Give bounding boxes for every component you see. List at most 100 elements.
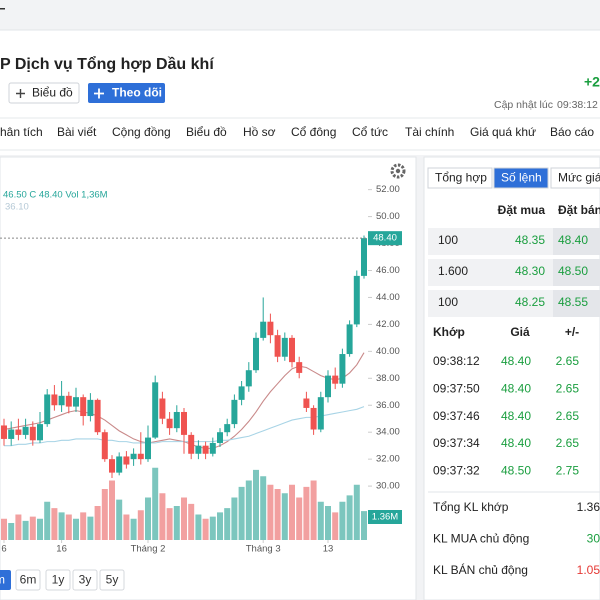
y-tick-label: 52.00 xyxy=(376,184,400,195)
candle-body xyxy=(267,321,274,336)
range-button[interactable] xyxy=(45,569,71,591)
volume-bar xyxy=(87,516,94,540)
trade-time: 09:37:50 xyxy=(433,381,480,395)
candle-body xyxy=(22,426,29,435)
trade-price: 48.40 xyxy=(501,436,531,450)
range-label[interactable]: m xyxy=(0,573,5,587)
range-button[interactable] xyxy=(15,569,41,591)
range-button[interactable] xyxy=(72,569,98,591)
ask-price: 48.50 xyxy=(558,264,588,278)
price-tag xyxy=(368,231,402,246)
candle-body xyxy=(51,394,58,406)
plus-icon[interactable] xyxy=(16,89,25,98)
nav-tab[interactable]: Giá quá khứ xyxy=(470,125,536,139)
volume-bar xyxy=(173,506,180,540)
ask-bg xyxy=(553,290,600,317)
candle-body xyxy=(353,275,360,325)
volume-bar xyxy=(1,518,7,540)
tab[interactable] xyxy=(493,167,549,189)
y-tick-label: 50.00 xyxy=(376,211,400,222)
nav-tab[interactable]: Hồ sơ xyxy=(243,125,276,139)
column-header: Khớp xyxy=(433,325,465,339)
volume-bar xyxy=(317,501,324,540)
bid-price: 48.25 xyxy=(515,295,545,309)
volume-bar xyxy=(65,514,72,540)
volume-bar xyxy=(217,512,223,540)
update-label: Cập nhật lúc xyxy=(494,99,553,111)
candle-body xyxy=(109,459,115,473)
range-button[interactable] xyxy=(99,569,125,591)
trade-price: 48.40 xyxy=(501,381,531,395)
candle-body xyxy=(1,425,7,439)
nav-tab[interactable]: Biểu đồ xyxy=(186,125,227,139)
summary-value: 30 xyxy=(587,532,600,546)
volume-bar xyxy=(166,508,173,540)
tab-label[interactable]: Tổng hợp xyxy=(435,171,487,185)
nav-tab[interactable]: hân tích xyxy=(0,125,43,139)
volume-bar xyxy=(209,516,216,540)
range-label[interactable]: 5y xyxy=(106,573,119,587)
volume-bar xyxy=(145,497,151,540)
range-label[interactable]: 6m xyxy=(20,573,37,587)
volume-bar xyxy=(195,514,202,540)
ohlc-info: 46.50 C 48.40 Vol 1,36M xyxy=(3,190,108,201)
column-header: +/- xyxy=(565,325,579,339)
candle-body xyxy=(8,429,15,439)
volume-bar xyxy=(281,493,288,540)
gear-hub[interactable] xyxy=(395,168,401,174)
candle-body xyxy=(317,397,324,430)
summary-value: 1.05 xyxy=(577,563,600,577)
nav-tab[interactable]: Báo cáo xyxy=(550,125,594,139)
trade-change: 2.65 xyxy=(556,381,580,395)
volume-bar xyxy=(346,495,353,540)
candle-body xyxy=(73,397,79,407)
candle-body xyxy=(166,418,173,429)
nav-tab[interactable]: Cổ tức xyxy=(352,125,388,139)
volume-bar xyxy=(267,484,274,540)
volume-bar xyxy=(289,484,295,540)
candle-body xyxy=(332,375,339,384)
volume-bar xyxy=(73,518,79,540)
column-header: Giá xyxy=(510,325,530,339)
volume-bar xyxy=(15,514,22,540)
candle-body xyxy=(173,411,180,429)
tab-label[interactable]: Mức giá xyxy=(558,171,600,185)
y-tick-label: 38.00 xyxy=(376,373,400,384)
nav-tab[interactable]: Cộng đồng xyxy=(112,125,171,139)
candle-body xyxy=(289,337,295,363)
nav-tab[interactable]: Tài chính xyxy=(405,125,454,139)
volume-bar xyxy=(80,512,87,540)
tab[interactable] xyxy=(427,167,493,189)
candle-body xyxy=(260,321,267,338)
button[interactable] xyxy=(88,83,165,103)
ask-bg xyxy=(553,228,600,255)
range-button-active[interactable] xyxy=(0,570,11,590)
candle-body xyxy=(231,399,238,425)
gear-icon[interactable] xyxy=(390,163,406,179)
plus-icon[interactable] xyxy=(94,88,104,99)
tab-label[interactable]: Số lệnh xyxy=(501,171,542,185)
volume-bar xyxy=(224,508,231,540)
button[interactable] xyxy=(8,82,80,104)
range-label[interactable]: 3y xyxy=(79,573,92,587)
button-label[interactable]: Biểu đồ xyxy=(32,86,73,100)
summary-label: KL MUA chủ động xyxy=(433,532,529,546)
nav-tab[interactable]: Cổ đông xyxy=(291,125,336,139)
tab[interactable] xyxy=(550,167,600,189)
nav-tab[interactable]: Bài viết xyxy=(57,125,97,139)
button-label[interactable]: Theo dõi xyxy=(112,86,162,100)
trade-time: 09:37:32 xyxy=(433,463,480,477)
gear[interactable] xyxy=(390,163,406,179)
candle-body xyxy=(58,395,65,406)
volume-bar xyxy=(123,514,130,540)
candle-body xyxy=(253,337,259,371)
volume-bar xyxy=(94,506,101,540)
trade-price: 48.40 xyxy=(501,354,531,368)
range-label[interactable]: 1y xyxy=(52,573,65,587)
volume-tag-label: 1.36M xyxy=(372,512,398,523)
volume-bar xyxy=(130,518,137,540)
candle-body xyxy=(145,437,151,460)
candle-body xyxy=(188,434,195,454)
candle-body xyxy=(325,375,331,398)
y-tick-label: 32.00 xyxy=(376,454,400,465)
